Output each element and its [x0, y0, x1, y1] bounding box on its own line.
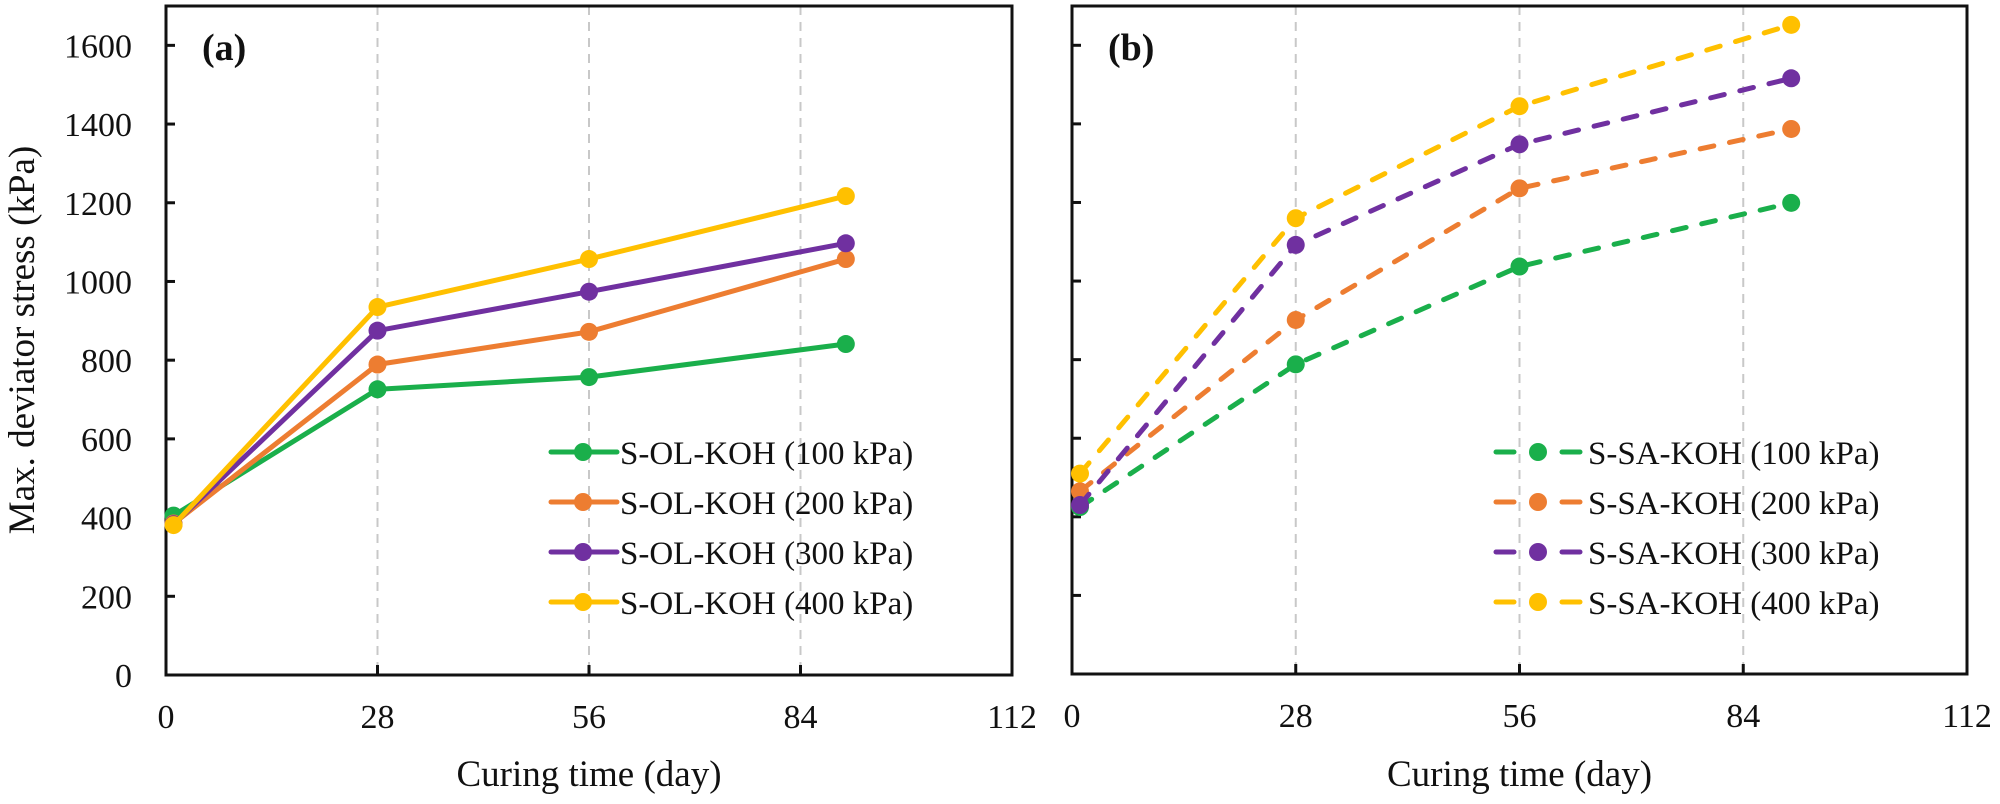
x-tick-label: 56 — [1503, 698, 1537, 735]
data-point — [368, 355, 387, 374]
data-point — [580, 368, 598, 387]
legend-label: S-SA-KOH (400 kPa) — [1588, 586, 1880, 622]
y-tick-label: 0 — [115, 658, 132, 695]
data-point — [1286, 235, 1305, 254]
data-point — [1286, 310, 1305, 329]
data-point — [368, 380, 387, 399]
y-tick-label: 400 — [81, 501, 132, 538]
data-point — [1782, 15, 1801, 34]
panel-label: (a) — [202, 27, 246, 69]
x-tick-label: 0 — [1064, 698, 1081, 735]
x-tick-label: 112 — [1942, 698, 1992, 735]
data-point — [368, 298, 387, 317]
data-point — [1510, 135, 1529, 154]
panel-label: (b) — [1108, 27, 1154, 69]
y-tick-label: 1000 — [64, 264, 132, 301]
data-point — [836, 187, 855, 206]
data-point — [836, 234, 855, 253]
legend-marker — [1529, 443, 1547, 461]
legend-item: S-SA-KOH (400 kPa) — [1493, 586, 1880, 622]
data-point — [1510, 179, 1529, 198]
x-tick-label: 56 — [572, 699, 606, 736]
y-tick-label: 800 — [81, 343, 132, 380]
data-point — [1286, 355, 1305, 374]
series-line — [1077, 22, 1794, 477]
legend-label: S-SA-KOH (300 kPa) — [1588, 536, 1880, 572]
legend-label: S-OL-KOH (100 kPa) — [620, 436, 913, 472]
series-line — [1077, 126, 1794, 494]
series-2 — [1070, 119, 1801, 501]
legend-marker — [574, 593, 592, 611]
x-tick-label: 112 — [987, 699, 1037, 736]
legend-marker — [1529, 543, 1547, 561]
panel-a: 0 200 400 600 800 1000 1200 1400 1600 0 28 56 84 112 C… — [64, 4, 1037, 795]
data-point — [368, 321, 387, 340]
legend-item: S-OL-KOH (100 kPa) — [548, 436, 913, 472]
data-point — [580, 250, 598, 269]
series-line — [1077, 200, 1794, 510]
data-point — [1510, 97, 1529, 116]
y-tick-label: 1200 — [64, 186, 132, 223]
series-4 — [1070, 15, 1801, 483]
x-tick-label: 0 — [158, 699, 175, 736]
series-line — [171, 341, 849, 519]
legend-item: S-OL-KOH (400 kPa) — [548, 586, 913, 622]
legend-marker — [574, 543, 592, 561]
x-axis-title: Curing time (day) — [1387, 754, 1652, 795]
legend-label: S-OL-KOH (400 kPa) — [620, 586, 913, 622]
legend-item: S-OL-KOH (300 kPa) — [548, 536, 913, 572]
legend-label: S-SA-KOH (100 kPa) — [1588, 436, 1880, 472]
x-axis-title: Curing time (day) — [456, 754, 721, 795]
data-point — [1070, 496, 1089, 515]
x-tick-label: 84 — [784, 699, 818, 736]
data-point — [1510, 257, 1529, 276]
data-point — [836, 335, 855, 354]
data-point — [1782, 193, 1801, 212]
x-tick-label: 28 — [1279, 698, 1313, 735]
legend-label: S-SA-KOH (200 kPa) — [1588, 486, 1880, 522]
y-tick-label: 600 — [81, 422, 132, 459]
panel-b: 0 28 56 84 112 Curing time (day) (b) S-SA-KOH (… — [1064, 4, 1992, 795]
x-tick-label: 84 — [1726, 698, 1760, 735]
series-4 — [164, 187, 855, 535]
data-point — [580, 282, 598, 301]
legend-item: S-SA-KOH (200 kPa) — [1493, 486, 1880, 522]
legend-label: S-OL-KOH (300 kPa) — [620, 536, 913, 572]
series-line — [171, 193, 849, 528]
series-1 — [164, 335, 855, 525]
x-tick-label: 28 — [361, 699, 395, 736]
series-line — [1077, 75, 1794, 508]
series-line — [171, 240, 849, 527]
y-axis-title: Max. deviator stress (kPa) — [2, 146, 43, 534]
data-point — [1070, 464, 1089, 483]
legend-label: S-OL-KOH (200 kPa) — [620, 486, 913, 522]
legend-item: S-SA-KOH (100 kPa) — [1493, 436, 1880, 472]
data-point — [1782, 69, 1801, 88]
legend-marker — [1529, 493, 1547, 511]
data-point — [836, 250, 855, 269]
y-tick-label: 1600 — [64, 28, 132, 65]
data-point — [580, 322, 598, 341]
legend-marker — [1529, 593, 1547, 611]
series-3 — [1070, 69, 1801, 515]
y-tick-label: 200 — [81, 579, 132, 616]
series-line — [171, 256, 849, 526]
legend-marker — [574, 443, 592, 461]
data-point — [1782, 119, 1801, 138]
data-point — [1286, 209, 1305, 228]
legend-marker — [574, 493, 592, 511]
data-point — [164, 516, 183, 535]
y-tick-label: 1400 — [64, 107, 132, 144]
legend-item: S-SA-KOH (300 kPa) — [1493, 536, 1880, 572]
legend-item: S-OL-KOH (200 kPa) — [548, 486, 913, 522]
